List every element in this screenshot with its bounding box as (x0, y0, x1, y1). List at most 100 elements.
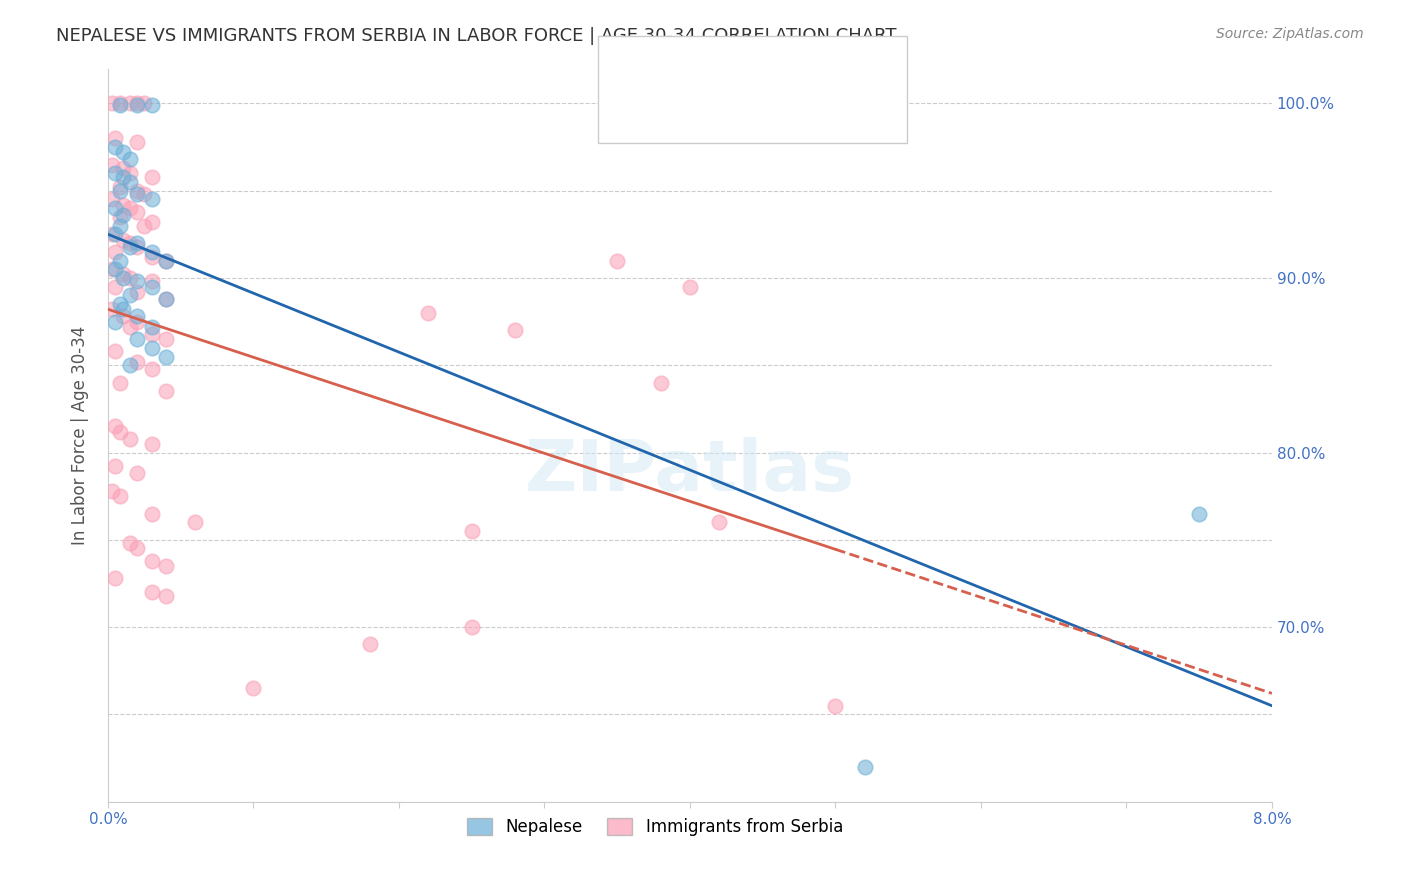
Point (118, 239, 141, 253)
Point (155, 589, 177, 603)
Point (1188, 507, 1211, 521)
Point (679, 279, 702, 293)
Point (141, 361, 163, 376)
Point (505, 323, 527, 337)
Point (155, 292, 177, 306)
Point (104, 315, 127, 329)
Point (155, 253, 177, 268)
Point (242, 681, 264, 695)
Point (111, 161, 134, 175)
Point (127, 96, 149, 111)
Point (141, 169, 163, 184)
Point (118, 319, 141, 334)
Point (127, 310, 149, 324)
Point (108, 96, 131, 111)
Point (141, 193, 163, 207)
Point (141, 279, 163, 293)
Point (104, 166, 127, 180)
Point (141, 437, 163, 451)
Point (111, 310, 134, 324)
Point (141, 554, 163, 568)
Text: ZIPatlas: ZIPatlas (524, 437, 855, 506)
Point (606, 253, 628, 268)
Point (127, 315, 149, 329)
Point (134, 219, 156, 233)
Point (155, 384, 177, 399)
Point (460, 620, 482, 634)
Point (141, 319, 163, 334)
Text: Source: ZipAtlas.com: Source: ZipAtlas.com (1216, 27, 1364, 41)
Point (141, 275, 163, 289)
Point (460, 524, 482, 538)
Point (108, 184, 131, 198)
Legend: Nepalese, Immigrants from Serbia: Nepalese, Immigrants from Serbia (458, 810, 852, 845)
Point (118, 536, 141, 550)
Point (108, 210, 131, 224)
Point (111, 169, 134, 184)
Point (101, 483, 124, 498)
Point (108, 253, 131, 268)
Point (141, 507, 163, 521)
Point (127, 332, 149, 346)
Point (104, 459, 127, 474)
Point (127, 135, 149, 149)
Point (127, 184, 149, 198)
Point (141, 250, 163, 264)
Point (118, 166, 141, 180)
Point (118, 432, 141, 446)
Point (101, 193, 124, 207)
Point (118, 288, 141, 302)
Point (127, 355, 149, 369)
Point (127, 239, 149, 253)
Point (101, 157, 124, 171)
Point (118, 358, 141, 372)
Point (127, 235, 149, 250)
Point (111, 208, 134, 222)
Point (141, 244, 163, 259)
Point (118, 235, 141, 250)
Point (155, 350, 177, 364)
Point (155, 332, 177, 346)
Point (101, 262, 124, 277)
Point (127, 204, 149, 219)
Point (108, 98, 131, 112)
Point (853, 759, 876, 773)
Point (141, 585, 163, 599)
Point (127, 467, 149, 481)
Point (127, 541, 149, 556)
Point (108, 376, 131, 390)
Point (127, 285, 149, 299)
Point (111, 271, 134, 285)
Point (141, 341, 163, 355)
Point (104, 262, 127, 277)
Point (104, 131, 127, 145)
Point (155, 253, 177, 268)
Point (127, 98, 149, 112)
Point (104, 571, 127, 585)
Point (111, 197, 134, 211)
Point (118, 175, 141, 189)
Point (824, 698, 846, 713)
Point (134, 187, 156, 202)
Point (707, 516, 730, 530)
Point (104, 279, 127, 293)
Point (111, 145, 134, 160)
Point (108, 180, 131, 194)
Point (127, 187, 149, 202)
Point (108, 219, 131, 233)
Point (141, 215, 163, 229)
Point (184, 516, 207, 530)
Point (101, 96, 124, 111)
Point (359, 638, 381, 652)
Point (104, 344, 127, 359)
Point (104, 244, 127, 259)
Point (118, 153, 141, 167)
Text: NEPALESE VS IMMIGRANTS FROM SERBIA IN LABOR FORCE | AGE 30-34 CORRELATION CHART: NEPALESE VS IMMIGRANTS FROM SERBIA IN LA… (56, 27, 897, 45)
Point (108, 425, 131, 439)
Point (104, 201, 127, 215)
Point (127, 275, 149, 289)
Point (118, 201, 141, 215)
Point (650, 376, 672, 390)
Point (101, 302, 124, 317)
Point (118, 96, 141, 111)
